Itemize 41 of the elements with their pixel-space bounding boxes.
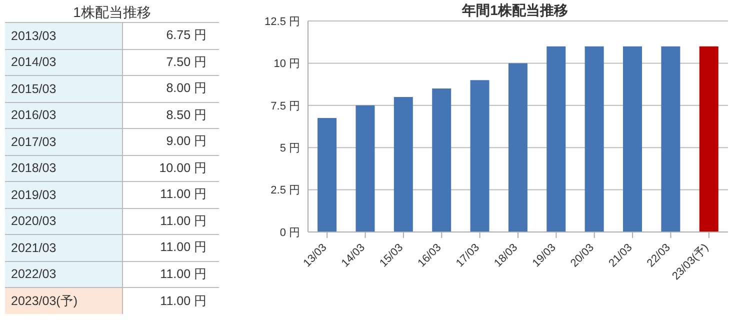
y-tick-label: 12.5 円 — [264, 16, 300, 28]
bar — [470, 80, 490, 232]
bar — [394, 96, 413, 232]
category-label: 2017/03 — [5, 128, 122, 155]
y-tick-label: 2.5 円 — [270, 184, 300, 197]
text: 11.00 円 — [160, 266, 207, 281]
bar — [546, 46, 566, 232]
text: 8.50 円 — [166, 108, 207, 122]
text: 8.00 円 — [166, 81, 207, 96]
category-label: 2021/03 — [5, 234, 122, 261]
text: 11.00 円 — [160, 240, 207, 254]
y-tick-label: 5 円 — [280, 142, 300, 155]
text: 7.50 円 — [166, 54, 207, 69]
text: 11.00 円 — [160, 294, 207, 308]
bar — [356, 105, 375, 232]
text: 11.00 円 — [160, 214, 207, 228]
bar — [584, 46, 604, 232]
category-label: 2018/03 — [5, 155, 122, 182]
category-label: 2020/03 — [5, 208, 122, 234]
bar — [318, 118, 337, 232]
bar — [508, 63, 528, 232]
bar — [623, 46, 642, 232]
category-label: 2023/03(予) — [5, 288, 122, 314]
text: 11.00 円 — [160, 187, 207, 202]
text: 1株配当推移 — [72, 3, 152, 22]
category-label: 2019/03 — [5, 182, 122, 208]
bar — [432, 88, 452, 232]
y-tick-label: 7.5 円 — [270, 100, 300, 112]
text: 6.75 円 — [166, 28, 207, 42]
chart-title: 年間1株配当推移 — [460, 2, 569, 20]
category-label: 2015/03 — [5, 76, 122, 102]
bar — [661, 46, 680, 232]
text: 9.00 円 — [166, 134, 207, 148]
category-label: 2016/03 — [5, 102, 122, 128]
text: 10.00 円 — [159, 160, 207, 175]
category-label: 2022/03 — [5, 261, 122, 288]
y-tick-label: 10 円 — [274, 58, 300, 70]
y-tick-label: 0 円 — [280, 226, 300, 239]
category-label: 2013/03 — [5, 22, 122, 49]
bar — [699, 46, 718, 232]
category-label: 2014/03 — [5, 49, 122, 76]
